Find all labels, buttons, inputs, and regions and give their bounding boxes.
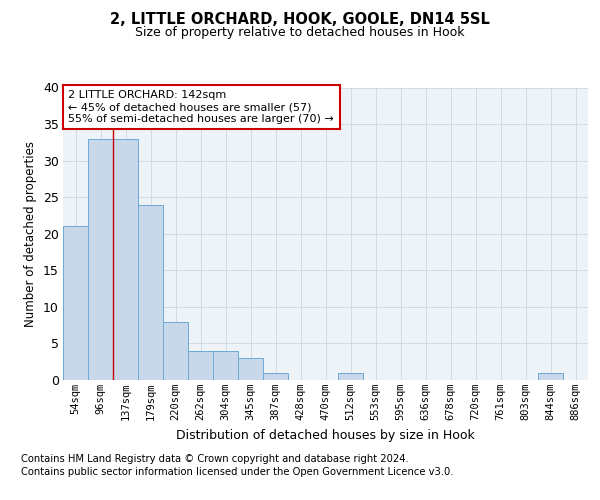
Text: 2 LITTLE ORCHARD: 142sqm
← 45% of detached houses are smaller (57)
55% of semi-d: 2 LITTLE ORCHARD: 142sqm ← 45% of detach… [68, 90, 334, 124]
Text: Size of property relative to detached houses in Hook: Size of property relative to detached ho… [135, 26, 465, 39]
Text: 2, LITTLE ORCHARD, HOOK, GOOLE, DN14 5SL: 2, LITTLE ORCHARD, HOOK, GOOLE, DN14 5SL [110, 12, 490, 28]
Bar [538, 372, 563, 380]
Bar [63, 226, 88, 380]
Bar [338, 372, 363, 380]
Text: Contains HM Land Registry data © Crown copyright and database right 2024.: Contains HM Land Registry data © Crown c… [21, 454, 409, 464]
Bar [263, 372, 288, 380]
X-axis label: Distribution of detached houses by size in Hook: Distribution of detached houses by size … [176, 428, 475, 442]
Bar [88, 138, 113, 380]
Bar [163, 322, 188, 380]
Text: Contains public sector information licensed under the Open Government Licence v3: Contains public sector information licen… [21, 467, 454, 477]
Bar [138, 204, 163, 380]
Bar [188, 351, 213, 380]
Bar [238, 358, 263, 380]
Y-axis label: Number of detached properties: Number of detached properties [25, 141, 37, 327]
Bar [113, 138, 138, 380]
Bar [213, 351, 238, 380]
